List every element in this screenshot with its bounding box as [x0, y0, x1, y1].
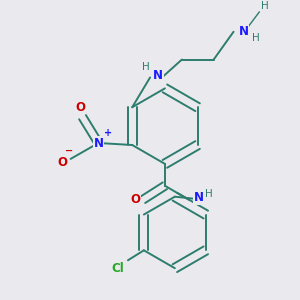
Text: H: H — [262, 1, 269, 11]
Text: N: N — [153, 69, 163, 82]
Text: Cl: Cl — [112, 262, 124, 275]
Text: H: H — [142, 62, 150, 73]
Text: O: O — [76, 101, 85, 114]
Text: O: O — [130, 193, 140, 206]
Text: O: O — [58, 156, 68, 170]
Text: N: N — [93, 136, 103, 149]
Text: +: + — [104, 128, 112, 138]
Text: H: H — [251, 33, 259, 43]
Text: −: − — [64, 146, 73, 156]
Text: H: H — [205, 189, 212, 199]
Text: N: N — [238, 25, 248, 38]
Text: N: N — [194, 191, 204, 204]
